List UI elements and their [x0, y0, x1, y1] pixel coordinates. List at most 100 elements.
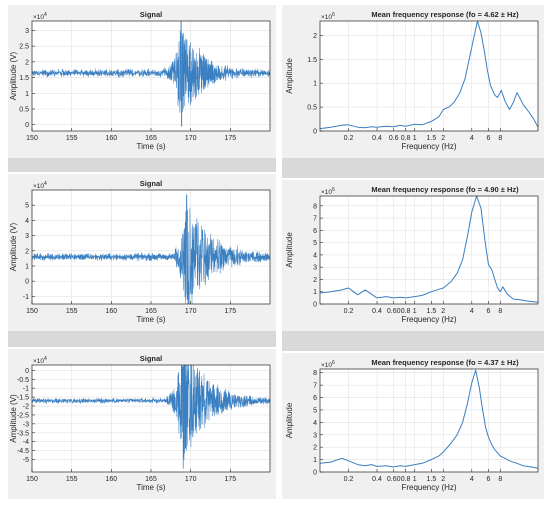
y-axis-label: Amplitude (V) — [9, 222, 18, 271]
chart-title: Mean frequency response (fo = 4.90 ± Hz) — [371, 185, 519, 194]
y-tick-label: 5 — [313, 407, 317, 414]
x-tick-label: 0.2 — [344, 308, 354, 315]
y-tick-label: -0.5 — [17, 377, 29, 384]
signal-chart-2: 150 155 160 165 170 175 -1 0 1 2 3 4 5 ×104 Signal Time… — [9, 179, 271, 324]
x-tick-label: 6 — [487, 308, 491, 315]
x-tick-label: 0.8 — [401, 476, 411, 483]
series-line — [31, 194, 271, 305]
axes-box — [319, 195, 539, 305]
exponent-label: ×104 — [33, 12, 47, 21]
x-tick-label: 175 — [224, 135, 236, 142]
exponent-label: ×106 — [321, 12, 335, 21]
x-tick-label: 165 — [145, 135, 157, 142]
y-axis-label: Amplitude — [285, 402, 294, 438]
signal-chart-1: 150 155 160 165 170 175 0 0.5 1 1.5 2 2.5 3 ×104 Signa… — [9, 10, 271, 151]
x-tick-label: 165 — [145, 476, 157, 483]
y-tick-label: 1.5 — [19, 75, 29, 82]
y-tick-label: 3 — [313, 432, 317, 439]
x-tick-label: 170 — [185, 308, 197, 315]
chart-title: Signal — [140, 354, 163, 363]
x-tick-label: 1.5 — [427, 476, 437, 483]
x-tick-label: 1 — [413, 135, 417, 142]
y-tick-label: 8 — [313, 203, 317, 210]
y-tick-label: -4.5 — [17, 448, 29, 455]
x-tick-label: 0.2 — [344, 476, 354, 483]
y-tick-label: -5 — [23, 457, 29, 464]
x-tick-label: 150 — [26, 135, 38, 142]
x-tick-label: 175 — [224, 308, 236, 315]
y-axis-label: Amplitude (V) — [9, 394, 18, 443]
y-axis-label: Amplitude — [285, 58, 294, 94]
x-tick-label: 155 — [66, 476, 78, 483]
x-tick-label: 6 — [487, 135, 491, 142]
x-tick-label: 150 — [26, 476, 38, 483]
axes-box — [31, 364, 271, 473]
y-tick-label: 0 — [25, 368, 29, 375]
y-tick-label: -1 — [23, 294, 29, 301]
y-tick-label: 0 — [313, 302, 317, 309]
y-tick-label: 2 — [25, 248, 29, 255]
y-tick-label: 2 — [25, 59, 29, 66]
y-tick-label: 6 — [313, 395, 317, 402]
x-tick-label: 1 — [413, 308, 417, 315]
frequency-chart-panel-1: 0.2 0.4 0.6 0.8 1 1.5 2 4 6 8 0 0.5 1 1.5 2 ×106 Mean fr… — [282, 5, 544, 158]
y-tick-label: 2 — [313, 33, 317, 40]
x-tick-label: 175 — [224, 476, 236, 483]
exponent-label: ×104 — [33, 181, 47, 190]
x-tick-label: 8 — [498, 476, 502, 483]
x-tick-label: 160 — [105, 476, 117, 483]
exponent-value: 6 — [332, 187, 335, 193]
y-tick-label: -1 — [23, 386, 29, 393]
frequency-chart-1: 0.2 0.4 0.6 0.8 1 1.5 2 4 6 800.511.52×106 Mean fr… — [285, 10, 539, 151]
y-tick-label: 0 — [313, 470, 317, 477]
x-tick-label: 0.8 — [401, 135, 411, 142]
x-tick-label: 0.4 — [372, 308, 382, 315]
x-tick-label: 160 — [105, 135, 117, 142]
plot-area — [320, 196, 538, 304]
x-tick-label: 1.5 — [427, 135, 437, 142]
x-tick-label: 170 — [185, 476, 197, 483]
y-tick-label: 7 — [313, 216, 317, 223]
y-tick-label: 3 — [25, 233, 29, 240]
signal-chart-panel-1: 150 155 160 165 170 175 0 0.5 1 1.5 2 2.5 3 ×104 Signa… — [8, 5, 276, 158]
x-tick-label: 165 — [145, 308, 157, 315]
x-tick-label: 8 — [498, 135, 502, 142]
x-axis-label: Time (s) — [136, 483, 165, 492]
x-tick-label: 1.5 — [427, 308, 437, 315]
chart-title: Signal — [140, 179, 163, 188]
series-line — [31, 21, 271, 127]
y-tick-label: 1 — [313, 81, 317, 88]
plot-area — [320, 369, 538, 472]
series-line — [31, 364, 271, 469]
y-tick-label: 4 — [313, 420, 317, 427]
x-tick-label: 2 — [441, 476, 445, 483]
signal-chart-panel-2: 150 155 160 165 170 175 -1 0 1 2 3 4 5 ×104 Signal Time… — [8, 174, 276, 331]
x-tick-label: 0.8 — [401, 308, 411, 315]
x-tick-label: 0.4 — [372, 135, 382, 142]
y-tick-label: 1.5 — [307, 57, 317, 64]
x-tick-label: 4 — [470, 308, 474, 315]
series-line — [319, 195, 539, 303]
y-tick-label: 1 — [313, 289, 317, 296]
separator-band-2 — [282, 158, 544, 178]
plot-area — [320, 21, 538, 131]
y-tick-label: 2 — [313, 445, 317, 452]
y-tick-label: 2.5 — [19, 44, 29, 51]
series-line — [319, 20, 539, 130]
y-tick-label: 4 — [313, 252, 317, 259]
x-axis-label: Frequency (Hz) — [401, 142, 456, 151]
separator-band-4 — [282, 331, 544, 351]
x-tick-label: 4 — [470, 135, 474, 142]
axes-box — [31, 20, 271, 132]
separator-band-3 — [8, 331, 276, 347]
exponent-label: ×106 — [321, 187, 335, 196]
y-axis-label: Amplitude (V) — [9, 51, 18, 100]
exponent-label: ×106 — [321, 360, 335, 369]
exponent-value: 4 — [44, 356, 47, 362]
x-tick-label: 0.60 — [387, 476, 401, 483]
frequency-chart-panel-2: 0.2 0.4 0.60 0.8 1 1.5 2 4 6 8 0 1 2 3 4 5 6 7 8 ×106 Mean f… — [282, 180, 544, 331]
y-tick-label: 3 — [313, 265, 317, 272]
y-tick-label: 0 — [313, 129, 317, 136]
axes-box — [31, 189, 271, 305]
y-tick-label: 1 — [313, 457, 317, 464]
